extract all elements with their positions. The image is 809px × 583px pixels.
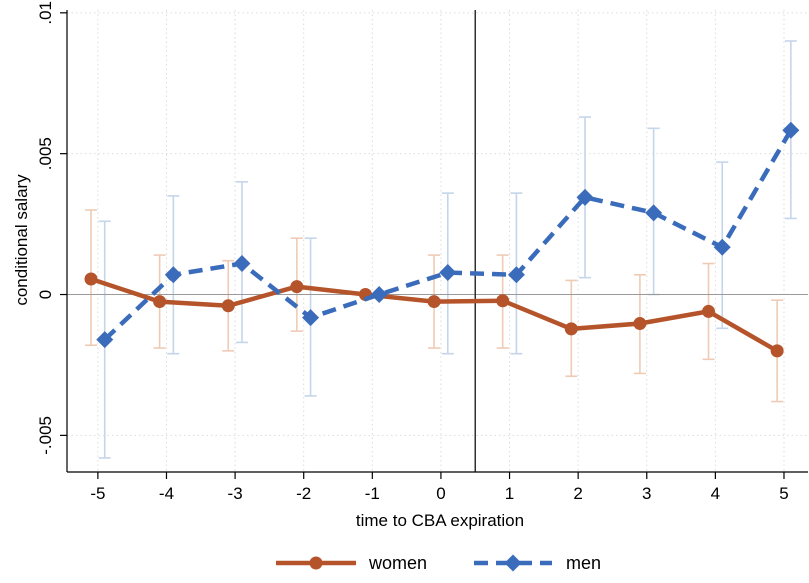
men-point <box>233 255 251 273</box>
x-tick-label: -3 <box>228 484 243 503</box>
x-tick-label: 5 <box>779 484 788 503</box>
women-legend-marker <box>309 556 323 570</box>
x-tick-label: -2 <box>296 484 311 503</box>
legend: women men <box>276 553 601 573</box>
women-point <box>290 280 304 294</box>
women-point <box>84 272 98 286</box>
women-legend-label: women <box>368 553 427 573</box>
women-point <box>427 295 441 309</box>
x-tick-label: -1 <box>365 484 380 503</box>
grid-layer <box>67 10 808 472</box>
men-point <box>96 331 114 349</box>
axis-layer: -5 -4 -3 -2 -1 0 1 2 3 4 5 -.005 0 .005 .01 <box>36 1 808 503</box>
x-tick-label: -4 <box>159 484 174 503</box>
men-point <box>370 286 388 304</box>
men-point <box>713 238 731 256</box>
men-point <box>576 188 594 206</box>
women-point <box>702 304 716 318</box>
y-axis-title: conditional salary <box>12 174 31 306</box>
x-tick-label: 0 <box>436 484 445 503</box>
women-point <box>633 317 647 331</box>
y-tick-label: -.005 <box>36 416 55 455</box>
women-point <box>770 344 784 358</box>
series-layer <box>84 121 800 358</box>
y-tick-label: .01 <box>36 1 55 25</box>
x-tick-label: 1 <box>505 484 514 503</box>
men-point <box>507 266 525 284</box>
women-point <box>221 299 235 313</box>
x-tick-label: 2 <box>573 484 582 503</box>
men-point <box>645 204 663 222</box>
men-series-line <box>103 129 793 342</box>
reference-lines <box>67 10 808 472</box>
men-legend-label: men <box>566 553 601 573</box>
y-tick-label: 0 <box>36 290 55 299</box>
women-point <box>496 294 510 308</box>
y-tick-label: .005 <box>36 137 55 170</box>
men-legend-marker <box>504 554 522 572</box>
x-tick-label: 3 <box>642 484 651 503</box>
men-point <box>439 264 457 282</box>
x-axis-title: time to CBA expiration <box>356 511 524 530</box>
men-point <box>302 309 320 327</box>
men-point <box>164 266 182 284</box>
x-tick-label: -5 <box>90 484 105 503</box>
x-tick-label: 4 <box>711 484 720 503</box>
women-point <box>153 295 167 309</box>
women-point <box>564 322 578 336</box>
men-point <box>782 121 800 139</box>
